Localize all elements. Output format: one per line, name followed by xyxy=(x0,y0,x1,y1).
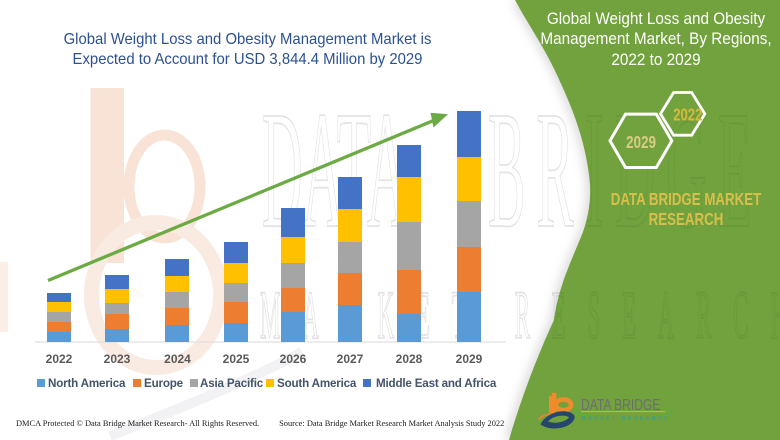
svg-text:DATA BRIDGE: DATA BRIDGE xyxy=(581,395,660,413)
svg-text:2029: 2029 xyxy=(626,133,656,152)
svg-text:MARKET RESEARCH: MARKET RESEARCH xyxy=(582,416,671,422)
svg-text:2022: 2022 xyxy=(673,106,702,125)
